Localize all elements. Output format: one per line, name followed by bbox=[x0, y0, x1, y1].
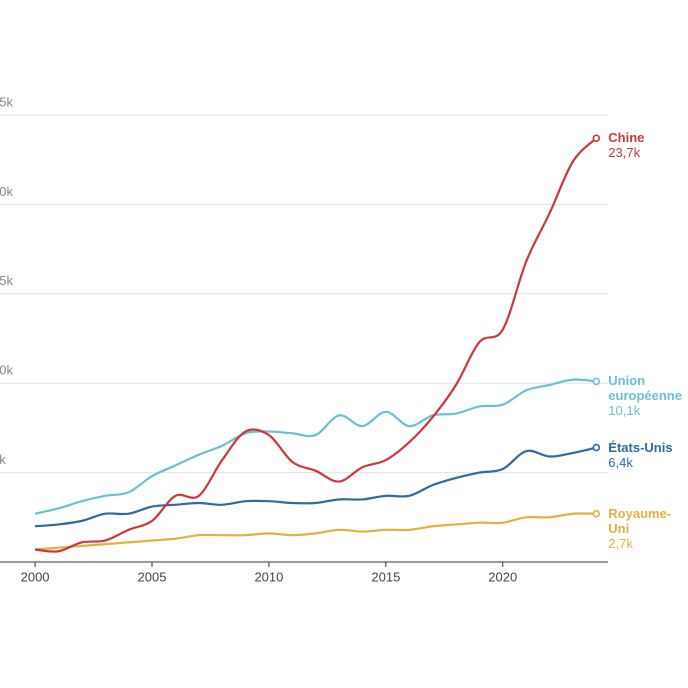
x-tick-label: 2005 bbox=[138, 569, 167, 584]
value-label: 10,1k bbox=[608, 403, 641, 419]
line bbox=[34, 446, 597, 528]
end-label: Union européenne 10,1k bbox=[608, 373, 686, 418]
y-tick-label: 5k bbox=[0, 452, 6, 467]
x-tick-label: 2020 bbox=[488, 569, 517, 584]
value-label: 23,7k bbox=[608, 145, 641, 161]
y-tick-label: 15k bbox=[0, 273, 13, 288]
y-tick-label: 10k bbox=[0, 363, 13, 378]
x-tick-label: 2000 bbox=[21, 569, 50, 584]
end-label: Royaume-Uni 2,7k bbox=[608, 506, 686, 551]
x-tick-label: 2010 bbox=[254, 569, 283, 584]
end-label: États-Unis 6,4k bbox=[608, 440, 686, 470]
line bbox=[34, 378, 597, 515]
end-label: Chine 23,7k bbox=[608, 130, 686, 160]
end-dot bbox=[592, 377, 601, 386]
end-dot bbox=[592, 134, 601, 143]
end-dot bbox=[592, 443, 601, 452]
line bbox=[34, 137, 598, 553]
line bbox=[34, 512, 597, 551]
y-tick-label: 20k bbox=[0, 184, 13, 199]
series-name: Union européenne bbox=[608, 373, 682, 404]
y-tick-label: 25k bbox=[0, 94, 13, 109]
end-dot bbox=[592, 509, 601, 518]
series-name: Chine bbox=[608, 130, 645, 146]
value-label: 2,7k bbox=[608, 535, 633, 551]
series-name: États-Unis bbox=[608, 439, 673, 455]
series-name: Royaume-Uni bbox=[608, 505, 672, 536]
value-label: 6,4k bbox=[608, 454, 633, 470]
x-tick-label: 2015 bbox=[371, 569, 400, 584]
